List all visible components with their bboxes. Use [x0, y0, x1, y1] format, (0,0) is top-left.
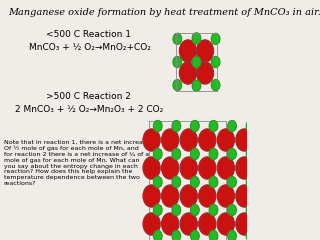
Circle shape: [246, 120, 255, 132]
Circle shape: [154, 176, 162, 187]
Circle shape: [180, 185, 197, 207]
Circle shape: [162, 185, 179, 207]
Text: Note that in reaction 1, there is a net increase
Of ½ mole of gas for each mole : Note that in reaction 1, there is a net …: [4, 140, 150, 186]
Circle shape: [173, 33, 181, 44]
Circle shape: [143, 213, 160, 235]
Circle shape: [162, 129, 179, 151]
Text: MnCO₃ + ½ O₂→MnO₂+CO₂: MnCO₃ + ½ O₂→MnO₂+CO₂: [29, 43, 151, 52]
Circle shape: [154, 120, 162, 132]
Circle shape: [191, 120, 199, 132]
Circle shape: [228, 204, 236, 216]
Circle shape: [199, 213, 216, 235]
Circle shape: [246, 230, 255, 240]
Circle shape: [191, 176, 199, 187]
Circle shape: [180, 40, 196, 62]
Circle shape: [196, 62, 213, 84]
Circle shape: [143, 185, 160, 207]
Circle shape: [191, 230, 199, 240]
Circle shape: [199, 157, 216, 179]
Circle shape: [162, 157, 179, 179]
Circle shape: [199, 129, 216, 151]
Circle shape: [209, 120, 218, 132]
Circle shape: [191, 149, 199, 160]
Circle shape: [172, 120, 180, 132]
Circle shape: [211, 33, 220, 44]
Circle shape: [172, 149, 180, 160]
Circle shape: [143, 157, 160, 179]
Circle shape: [228, 230, 236, 240]
Circle shape: [154, 204, 162, 216]
Circle shape: [154, 149, 162, 160]
Circle shape: [236, 157, 253, 179]
Circle shape: [191, 204, 199, 216]
Circle shape: [236, 213, 253, 235]
Circle shape: [228, 120, 236, 132]
Circle shape: [192, 56, 201, 67]
Circle shape: [236, 129, 253, 151]
Circle shape: [199, 185, 216, 207]
Circle shape: [173, 56, 181, 67]
Circle shape: [154, 230, 162, 240]
Circle shape: [172, 230, 180, 240]
Circle shape: [209, 176, 218, 187]
Circle shape: [162, 213, 179, 235]
Text: Manganese oxide formation by heat treatment of MnCO₃ in air.: Manganese oxide formation by heat treatm…: [8, 8, 320, 17]
Circle shape: [180, 213, 197, 235]
Circle shape: [192, 80, 201, 91]
Circle shape: [172, 176, 180, 187]
Circle shape: [209, 149, 218, 160]
Circle shape: [196, 40, 213, 62]
Circle shape: [217, 213, 234, 235]
Circle shape: [217, 157, 234, 179]
Text: 2 MnCO₃ + ½ O₂→Mn₂O₃ + 2 CO₂: 2 MnCO₃ + ½ O₂→Mn₂O₃ + 2 CO₂: [15, 105, 164, 114]
Circle shape: [211, 80, 220, 91]
Circle shape: [209, 230, 218, 240]
Circle shape: [236, 185, 253, 207]
Circle shape: [173, 80, 181, 91]
Circle shape: [172, 204, 180, 216]
Circle shape: [180, 129, 197, 151]
Circle shape: [192, 33, 201, 44]
Circle shape: [180, 157, 197, 179]
Circle shape: [228, 176, 236, 187]
Circle shape: [180, 62, 196, 84]
Circle shape: [246, 176, 255, 187]
Circle shape: [217, 129, 234, 151]
Circle shape: [143, 129, 160, 151]
Circle shape: [217, 185, 234, 207]
Text: <500 C Reaction 1: <500 C Reaction 1: [46, 30, 132, 39]
Circle shape: [228, 149, 236, 160]
Circle shape: [246, 204, 255, 216]
Circle shape: [246, 149, 255, 160]
Text: >500 C Reaction 2: >500 C Reaction 2: [46, 92, 131, 101]
Circle shape: [209, 204, 218, 216]
Circle shape: [211, 56, 220, 67]
